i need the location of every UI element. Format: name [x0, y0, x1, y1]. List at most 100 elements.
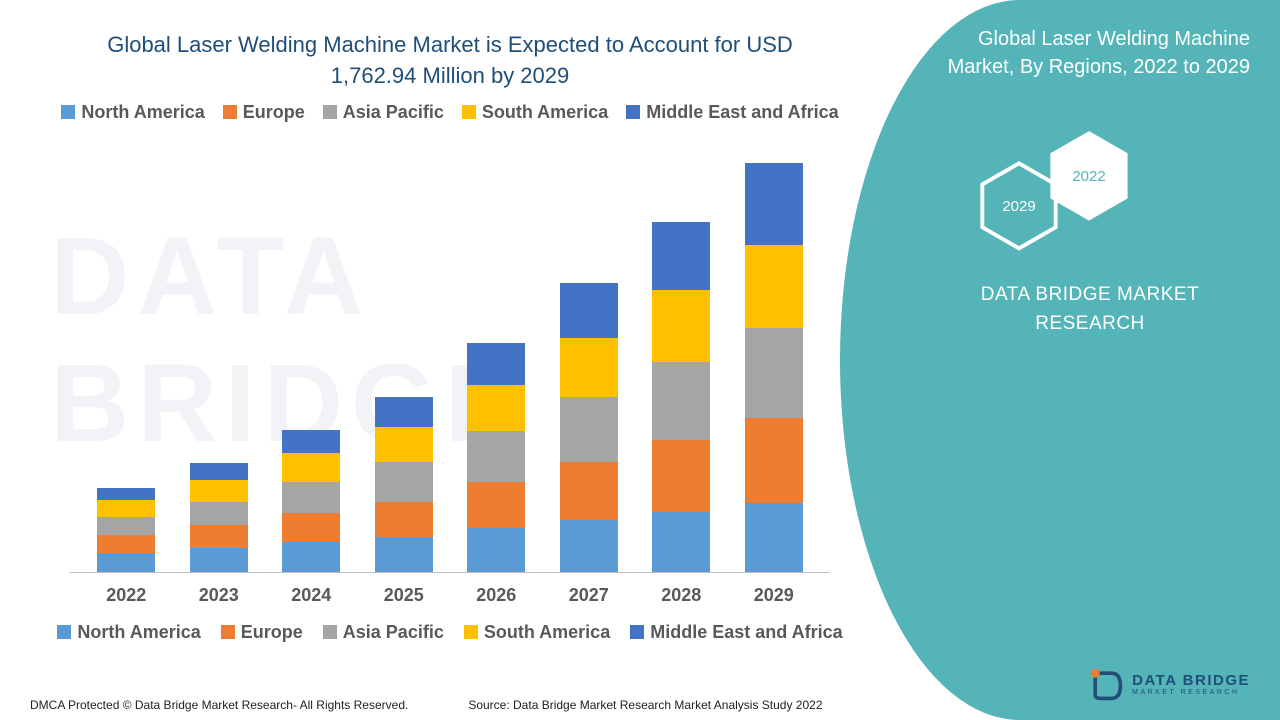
- legend-top: North America Europe Asia Pacific South Ame…: [50, 102, 850, 123]
- bar-column: [375, 397, 433, 572]
- x-tick: 2029: [745, 585, 803, 606]
- bar-segment: [375, 462, 433, 502]
- bar-segment: [745, 418, 803, 503]
- side-brand-text: DATA BRIDGE MARKET RESEARCH: [880, 281, 1280, 338]
- logo-line2: MARKET RESEARCH: [1132, 689, 1250, 696]
- legend-swatch: [464, 625, 478, 639]
- logo-mark-icon: [1088, 666, 1124, 702]
- legend-label: South America: [484, 622, 610, 643]
- legend-item: Europe: [223, 102, 305, 123]
- legend-swatch: [223, 105, 237, 119]
- bar-segment: [652, 222, 710, 290]
- bar-segment: [745, 328, 803, 418]
- bar-column: [467, 343, 525, 571]
- bar-segment: [97, 553, 155, 571]
- side-panel: Global Laser Welding Machine Market, By …: [880, 0, 1280, 720]
- legend-item: North America: [61, 102, 204, 123]
- chart-plot: [70, 143, 830, 573]
- x-tick: 2022: [97, 585, 155, 606]
- legend-label: South America: [482, 102, 608, 123]
- bar-segment: [745, 245, 803, 328]
- x-tick: 2023: [190, 585, 248, 606]
- bar-column: [745, 163, 803, 571]
- bar-segment: [745, 163, 803, 245]
- bar-segment: [375, 427, 433, 462]
- legend-label: Europe: [241, 622, 303, 643]
- bar-segment: [560, 283, 618, 338]
- bar-segment: [652, 512, 710, 572]
- bar-column: [97, 488, 155, 571]
- bar-segment: [190, 525, 248, 548]
- legend-item: Middle East and Africa: [630, 622, 842, 643]
- bar-segment: [467, 482, 525, 528]
- hex-group: 2029 2022: [980, 131, 1280, 261]
- legend-item: Middle East and Africa: [626, 102, 838, 123]
- x-tick: 2028: [652, 585, 710, 606]
- side-curve-bg: [840, 0, 1280, 720]
- bar-segment: [97, 535, 155, 553]
- bar-segment: [190, 548, 248, 571]
- bar-segment: [282, 482, 340, 514]
- bar-segment: [467, 343, 525, 385]
- x-tick: 2024: [282, 585, 340, 606]
- bar-segment: [467, 528, 525, 571]
- bar-segment: [282, 430, 340, 453]
- legend-item: South America: [464, 622, 610, 643]
- bar-segment: [652, 290, 710, 362]
- legend-item: Europe: [221, 622, 303, 643]
- bar-segment: [190, 502, 248, 525]
- legend-item: South America: [462, 102, 608, 123]
- legend-label: North America: [77, 622, 200, 643]
- footer: DMCA Protected © Data Bridge Market Rese…: [0, 698, 1280, 712]
- legend-swatch: [61, 105, 75, 119]
- bar-segment: [375, 502, 433, 537]
- legend-swatch: [630, 625, 644, 639]
- brand-line2: RESEARCH: [1035, 313, 1145, 334]
- legend-swatch: [323, 625, 337, 639]
- legend-label: Middle East and Africa: [646, 102, 838, 123]
- bar-column: [190, 463, 248, 571]
- brand-line1: DATA BRIDGE MARKET: [981, 284, 1199, 305]
- bar-segment: [652, 362, 710, 440]
- bar-segment: [467, 431, 525, 483]
- x-tick: 2026: [467, 585, 525, 606]
- bar-segment: [375, 537, 433, 572]
- footer-left: DMCA Protected © Data Bridge Market Rese…: [30, 698, 408, 712]
- logo-text: DATA BRIDGE MARKET RESEARCH: [1132, 672, 1250, 696]
- legend-swatch: [323, 105, 337, 119]
- bar-segment: [282, 513, 340, 542]
- bar-segment: [97, 517, 155, 535]
- hex-2029-label: 2029: [1002, 198, 1035, 215]
- hex-2022-label: 2022: [1072, 168, 1105, 185]
- legend-label: Europe: [243, 102, 305, 123]
- legend-swatch: [462, 105, 476, 119]
- x-tick: 2025: [375, 585, 433, 606]
- bar-segment: [560, 462, 618, 520]
- bar-segment: [190, 463, 248, 480]
- chart-title: Global Laser Welding Machine Market is E…: [90, 30, 810, 92]
- bar-column: [560, 283, 618, 571]
- legend-label: Middle East and Africa: [650, 622, 842, 643]
- bar-segment: [745, 503, 803, 571]
- bar-segment: [97, 500, 155, 517]
- bar-segment: [560, 338, 618, 396]
- side-title: Global Laser Welding Machine Market, By …: [880, 0, 1280, 81]
- legend-swatch: [626, 105, 640, 119]
- legend-item: Asia Pacific: [323, 622, 444, 643]
- bar-column: [652, 222, 710, 572]
- x-tick: 2027: [560, 585, 618, 606]
- bar-segment: [467, 385, 525, 431]
- legend-label: Asia Pacific: [343, 622, 444, 643]
- bar-segment: [375, 397, 433, 427]
- footer-right: Source: Data Bridge Market Research Mark…: [468, 698, 822, 712]
- hex-2029: 2029: [980, 161, 1058, 251]
- bar-segment: [560, 397, 618, 462]
- bar-segment: [282, 542, 340, 571]
- logo-line1: DATA BRIDGE: [1132, 672, 1250, 689]
- legend-label: Asia Pacific: [343, 102, 444, 123]
- bar-segment: [652, 440, 710, 512]
- logo: DATA BRIDGE MARKET RESEARCH: [1088, 666, 1250, 702]
- bar-segment: [97, 488, 155, 500]
- bar-segment: [190, 480, 248, 502]
- legend-swatch: [57, 625, 71, 639]
